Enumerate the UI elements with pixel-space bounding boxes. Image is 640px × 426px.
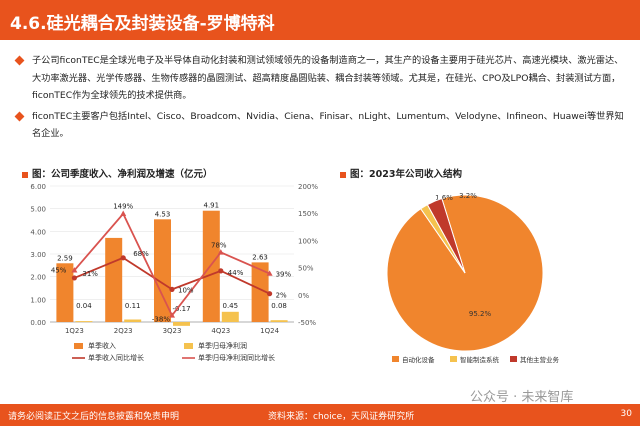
profit-yoy-point [120, 210, 127, 216]
page-number: 30 [620, 409, 632, 419]
diamond-bullet-icon [14, 111, 25, 121]
profit-bar-label: 0.45 [223, 302, 239, 310]
chart1-title: 图：公司季度收入、净利润及增速（亿元） [22, 166, 213, 180]
y-left-tick-label: 3.00 [30, 251, 46, 259]
pie-slice [426, 197, 466, 274]
profit-yoy-label: 39% [276, 271, 292, 279]
bullet-text: 子公司ficonTEC是全球光电子及半导体自动化封装和测试领域领先的设备制造商之… [32, 55, 624, 101]
page-title: 4.6.硅光耦合及封装设备-罗博特科 [10, 14, 275, 34]
quarterly-combo-chart: 0.00 1.00 2.00 3.00 4.00 5.00 6.00 -50% 0% 50% 100… [30, 183, 318, 362]
bullet-item: 子公司ficonTEC是全球光电子及半导体自动化封装和测试领域领先的设备制造商之… [14, 52, 630, 105]
revenue-bar-label: 2.63 [252, 253, 268, 261]
profit-bar-label: 0.11 [125, 302, 141, 310]
bullet-list: 子公司ficonTEC是全球光电子及半导体自动化封装和测试领域领先的设备制造商之… [14, 52, 630, 146]
legend-swatch [392, 356, 399, 362]
chart2-title: 图：2023年公司收入结构 [340, 166, 462, 180]
profit-yoy-point [217, 249, 224, 255]
square-marker-icon [22, 171, 28, 178]
x-tick-label: 4Q23 [211, 327, 230, 335]
revenue-yoy-label: 10% [178, 286, 194, 294]
chart1-title-text: 图：公司季度收入、净利润及增速（亿元） [32, 169, 213, 180]
y-right-tick-label: 50% [298, 265, 314, 273]
y-right-tick-label: 100% [298, 237, 318, 245]
profit-yoy-label: 45% [51, 266, 67, 274]
x-tick-label: 1Q24 [260, 327, 279, 335]
legend-label: 单季归母净利润同比增长 [198, 353, 275, 362]
chart2-title-text: 图：2023年公司收入结构 [350, 169, 462, 180]
watermark: 公众号 · 未来智库 [470, 390, 574, 405]
footer-source: 资料来源：choice，天风证券研究所 [268, 412, 415, 422]
revenue-bar [202, 210, 220, 322]
revenue-yoy-label: 2% [276, 292, 287, 300]
revenue-bar [154, 219, 171, 322]
legend-label: 其他主营业务 [520, 355, 560, 364]
legend-swatch [450, 356, 457, 362]
profit-yoy-line [73, 212, 270, 318]
profit-bar [75, 321, 93, 323]
profit-bar [270, 320, 288, 322]
y-left-tick-label: 0.00 [30, 319, 46, 327]
legend-label: 单季收入同比增长 [88, 353, 144, 362]
square-marker-icon [340, 171, 346, 178]
revenue-yoy-point [71, 275, 77, 281]
legend-label: 单季收入 [88, 341, 116, 350]
y-right-tick-label: 200% [298, 183, 318, 191]
y-left-tick-label: 4.00 [30, 228, 46, 236]
x-tick-label: 1Q23 [65, 327, 84, 335]
legend-label: 自动化设备 [402, 355, 435, 364]
bullet-text: ficonTEC主要客户包括Intel、Cisco、Broadcom、Nvidi… [32, 110, 624, 140]
pie-slice-label: 95.2% [469, 310, 492, 318]
legend-label: 智能制造系统 [460, 355, 500, 364]
profit-bar [173, 322, 190, 326]
diamond-bullet-icon [14, 55, 25, 66]
revenue-bar [105, 237, 123, 322]
revenue-bar-label: 2.59 [57, 254, 73, 262]
profit-bar-label: 0.04 [76, 302, 92, 310]
x-tick-label: 3Q23 [163, 327, 182, 335]
profit-yoy-label: -38% [152, 315, 170, 323]
legend-swatch [510, 356, 517, 362]
y-right-tick-label: 0% [298, 292, 309, 300]
y-right-tick-label: 150% [298, 210, 318, 218]
revenue-yoy-label: 44% [228, 269, 244, 277]
revenue-bar-label: 4.53 [155, 210, 171, 218]
revenue-yoy-label: 31% [82, 270, 98, 278]
legend-swatch [184, 343, 193, 349]
footer-disclaimer: 请务必阅读正文之后的信息披露和免责申明 [8, 412, 180, 422]
y-right-tick-label: -50% [298, 319, 316, 327]
profit-yoy-point [71, 267, 78, 273]
profit-bar-label: -0.17 [172, 305, 190, 313]
pie-slice-label: 1.6% [435, 194, 453, 202]
revenue-yoy-point [267, 291, 273, 297]
profit-bar-label: 0.08 [271, 302, 287, 310]
bullet-item: ficonTEC主要客户包括Intel、Cisco、Broadcom、Nvidi… [14, 108, 630, 143]
title-bar: 4.6.硅光耦合及封装设备-罗博特科 [0, 0, 640, 40]
y-left-tick-label: 1.00 [30, 296, 46, 304]
revenue-yoy-point [120, 255, 126, 261]
profit-bar [221, 311, 239, 322]
revenue-bar [251, 262, 269, 322]
revenue-bar [56, 263, 74, 322]
profit-yoy-label: 149% [113, 203, 133, 211]
y-left-tick-label: 5.00 [30, 206, 46, 214]
legend-swatch [74, 343, 83, 349]
profit-bar [124, 319, 142, 322]
legend-label: 单季归母净利润 [198, 341, 247, 350]
profit-yoy-point [266, 270, 273, 276]
y-left-tick-label: 6.00 [30, 183, 46, 191]
pie-slice-label: 3.2% [459, 192, 477, 200]
y-left-tick-label: 2.00 [30, 274, 46, 282]
x-tick-label: 2Q23 [114, 327, 133, 335]
revenue-structure-pie-chart: 95.2% 1.6% 3.2% 自动化设备 智能制造系统 其他主营业务 [386, 192, 560, 364]
revenue-yoy-point [218, 268, 224, 274]
revenue-bar-label: 4.91 [204, 202, 220, 210]
profit-yoy-point [169, 312, 175, 318]
footer-bar: 请务必阅读正文之后的信息披露和免责申明 资料来源：choice，天风证券研究所 … [0, 404, 640, 426]
profit-yoy-label: 78% [211, 241, 227, 249]
revenue-yoy-label: 68% [133, 250, 149, 258]
revenue-yoy-point [169, 286, 175, 292]
